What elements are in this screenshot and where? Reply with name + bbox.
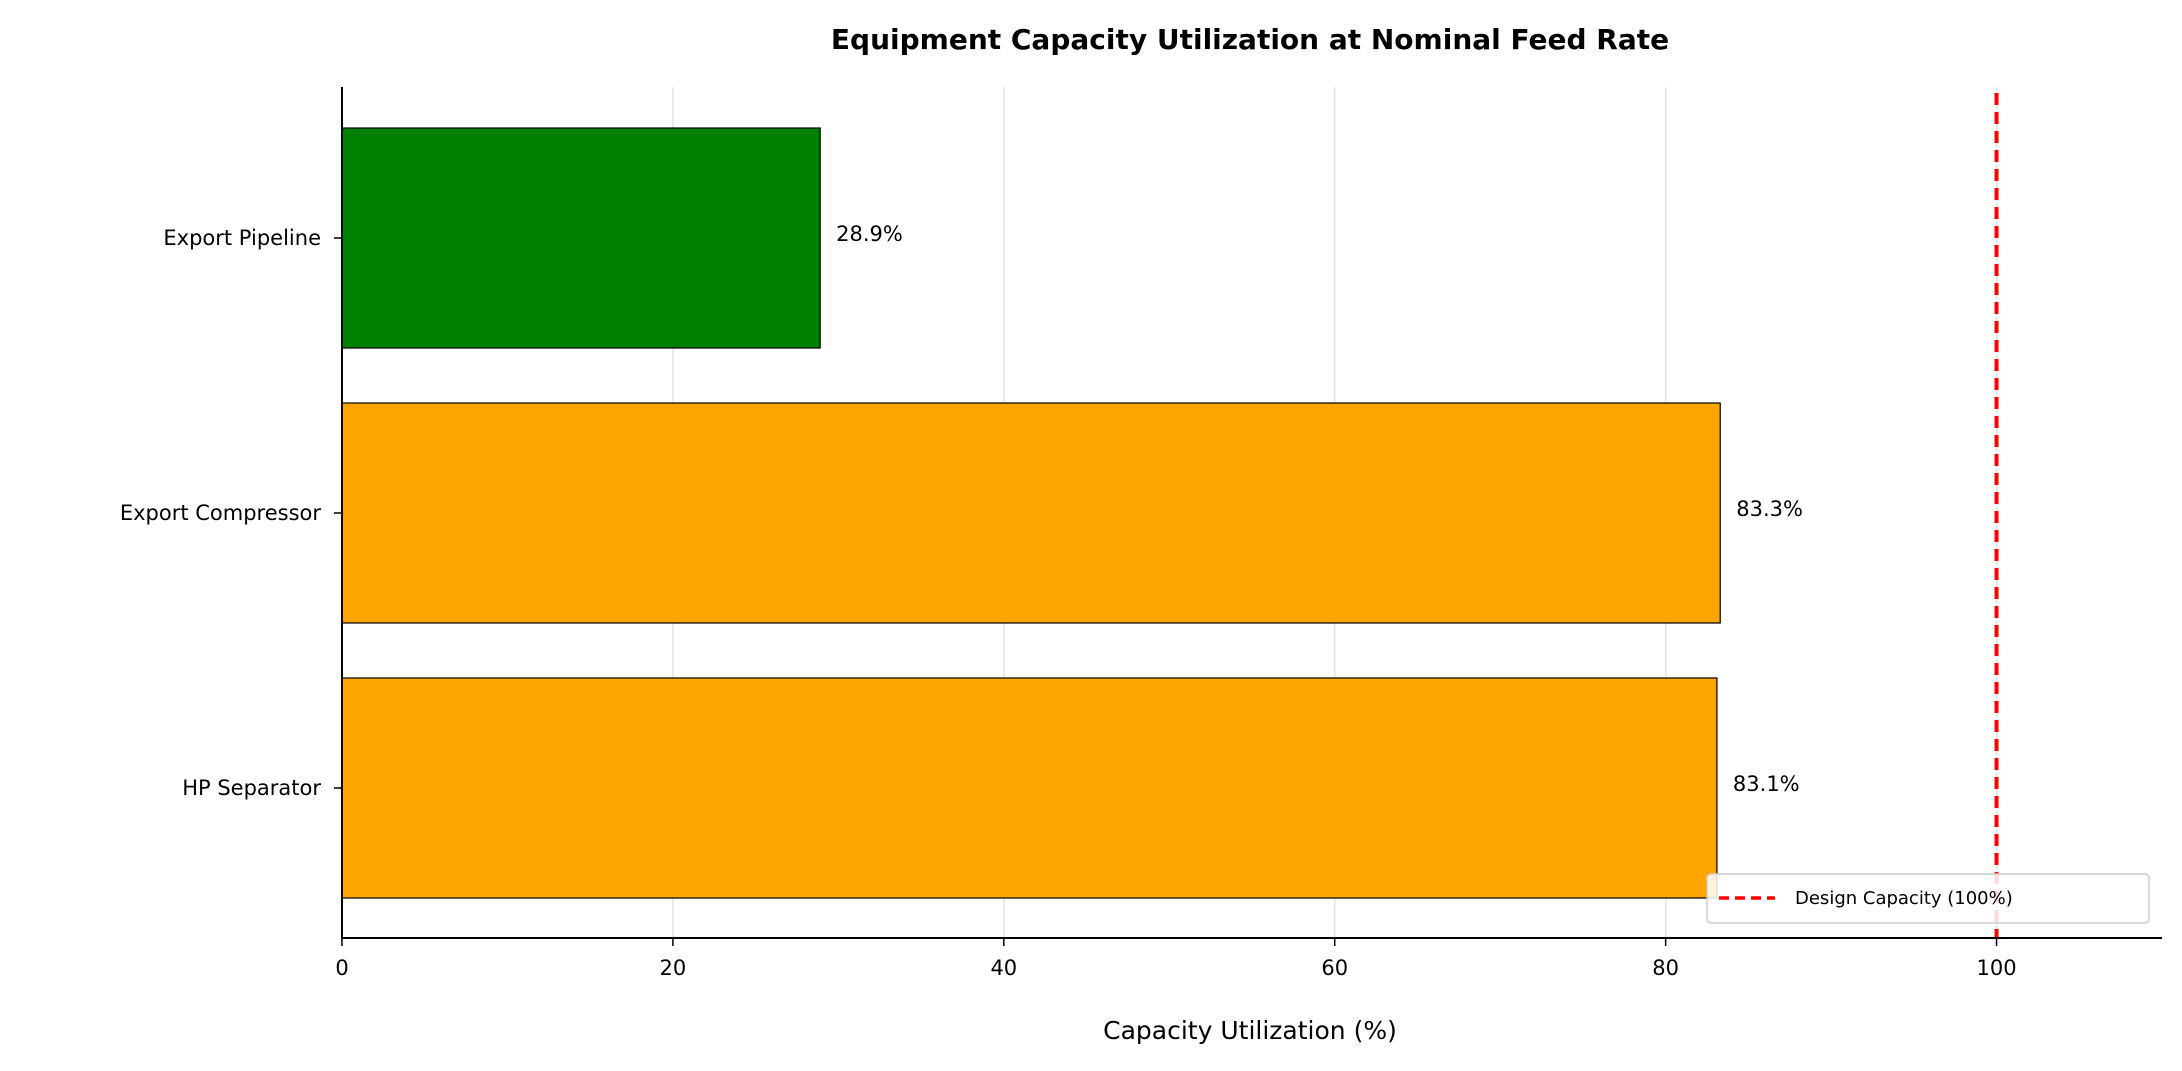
chart-title: Equipment Capacity Utilization at Nomina… bbox=[831, 23, 1669, 56]
x-axis-label: Capacity Utilization (%) bbox=[1103, 1016, 1397, 1045]
y-tick-label: HP Separator bbox=[182, 776, 321, 800]
y-tick-label: Export Pipeline bbox=[163, 226, 321, 250]
x-tick-label: 60 bbox=[1321, 956, 1348, 980]
bar-export-pipeline bbox=[341, 127, 821, 349]
data-label: 28.9% bbox=[836, 222, 903, 246]
data-labels: 83.1% 83.3% 28.9% bbox=[836, 222, 1803, 796]
legend-box bbox=[1706, 873, 2150, 924]
x-tick-label: 100 bbox=[1976, 956, 2016, 980]
x-tick-label: 20 bbox=[660, 956, 687, 980]
x-tick-label: 0 bbox=[335, 956, 348, 980]
bar-hp-separator bbox=[341, 677, 1718, 899]
data-label: 83.1% bbox=[1733, 772, 1800, 796]
bar-export-compressor bbox=[341, 402, 1721, 624]
ticks: 0 20 40 60 80 100 HP Separator Export Compresso… bbox=[120, 226, 2017, 980]
legend-label: Design Capacity (100%) bbox=[1795, 888, 2013, 909]
bars bbox=[341, 127, 1721, 899]
x-tick-label: 40 bbox=[990, 956, 1017, 980]
x-tick-label: 80 bbox=[1652, 956, 1679, 980]
data-label: 83.3% bbox=[1736, 497, 1803, 521]
legend: Design Capacity (100%) bbox=[1706, 873, 2150, 924]
y-tick-label: Export Compressor bbox=[120, 501, 322, 525]
